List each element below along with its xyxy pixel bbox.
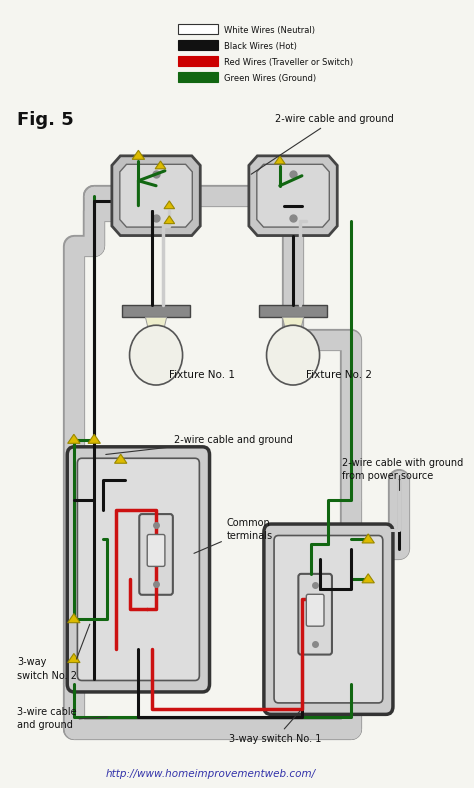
Polygon shape: [68, 653, 80, 663]
Bar: [178, 56, 218, 66]
FancyBboxPatch shape: [77, 459, 200, 681]
Text: Black Wires (Hot): Black Wires (Hot): [224, 42, 297, 50]
FancyBboxPatch shape: [139, 514, 173, 595]
Text: Fixture No. 1: Fixture No. 1: [169, 370, 235, 380]
Text: Fixture No. 2: Fixture No. 2: [306, 370, 372, 380]
FancyBboxPatch shape: [274, 536, 383, 703]
Polygon shape: [249, 156, 337, 236]
Bar: [178, 40, 218, 50]
FancyBboxPatch shape: [264, 524, 393, 715]
Polygon shape: [164, 216, 174, 224]
Polygon shape: [115, 454, 127, 463]
Polygon shape: [120, 165, 192, 227]
Bar: [122, 305, 190, 318]
Bar: [178, 24, 218, 34]
Circle shape: [266, 325, 319, 385]
Polygon shape: [68, 434, 80, 444]
Polygon shape: [283, 318, 304, 333]
Polygon shape: [257, 165, 329, 227]
Polygon shape: [88, 434, 100, 444]
Polygon shape: [362, 574, 374, 583]
FancyBboxPatch shape: [147, 534, 165, 567]
Text: Green Wires (Ground): Green Wires (Ground): [224, 73, 316, 83]
Text: 2-wire cable and ground: 2-wire cable and ground: [251, 114, 394, 174]
Polygon shape: [274, 156, 285, 164]
Polygon shape: [164, 201, 174, 209]
Bar: [178, 72, 218, 82]
Text: http://www.homeimprovementweb.com/: http://www.homeimprovementweb.com/: [106, 768, 316, 779]
Text: 2-wire cable and ground: 2-wire cable and ground: [106, 435, 292, 455]
Polygon shape: [362, 534, 374, 543]
Polygon shape: [132, 151, 145, 159]
Text: Common
terminals: Common terminals: [194, 518, 273, 553]
FancyBboxPatch shape: [306, 594, 324, 626]
Polygon shape: [68, 614, 80, 623]
Text: 2-wire cable with ground
from power source: 2-wire cable with ground from power sour…: [342, 458, 463, 481]
Circle shape: [129, 325, 182, 385]
Polygon shape: [155, 161, 166, 169]
Text: Red Wires (Traveller or Switch): Red Wires (Traveller or Switch): [224, 58, 353, 67]
Text: Fig. 5: Fig. 5: [17, 111, 74, 129]
Polygon shape: [112, 156, 200, 236]
Bar: [259, 305, 327, 318]
Text: 3-way
switch No. 2: 3-way switch No. 2: [17, 657, 77, 681]
Text: 3-way switch No. 1: 3-way switch No. 1: [229, 711, 322, 744]
FancyBboxPatch shape: [67, 447, 210, 692]
Text: 3-wire cable
and ground: 3-wire cable and ground: [17, 708, 77, 730]
FancyBboxPatch shape: [298, 574, 332, 655]
Text: White Wires (Neutral): White Wires (Neutral): [224, 26, 315, 35]
Polygon shape: [146, 318, 167, 333]
